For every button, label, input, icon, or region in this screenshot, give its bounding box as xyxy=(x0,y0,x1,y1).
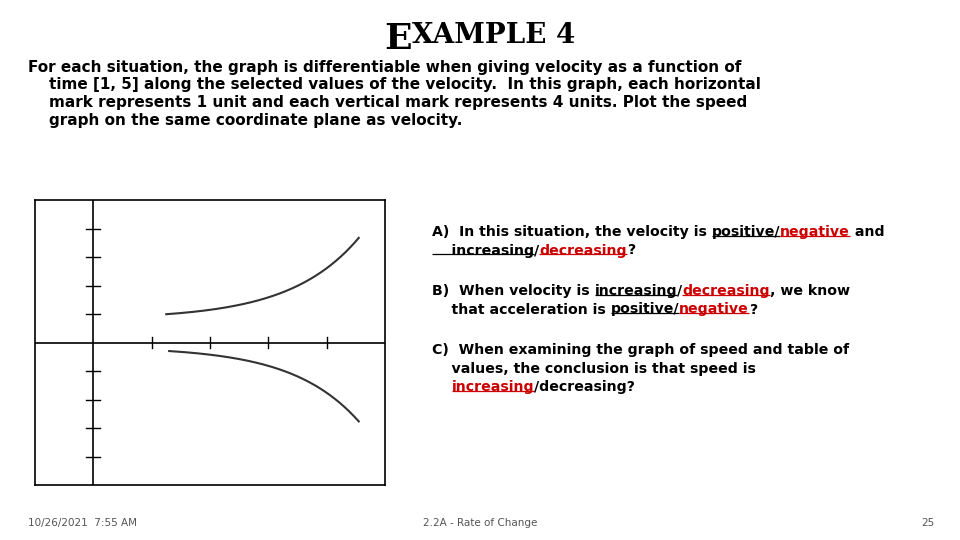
Text: increasing: increasing xyxy=(594,284,677,298)
Text: A)  In this situation, the velocity is: A) In this situation, the velocity is xyxy=(432,225,711,239)
Text: 10/26/2021  7:55 AM: 10/26/2021 7:55 AM xyxy=(28,518,137,528)
Text: B)  When velocity is: B) When velocity is xyxy=(432,284,594,298)
Text: negative: negative xyxy=(679,302,749,316)
Text: positive/: positive/ xyxy=(611,302,679,316)
Text: time [1, 5] along the selected values of the velocity.  In this graph, each hori: time [1, 5] along the selected values of… xyxy=(28,78,761,92)
Text: negative: negative xyxy=(780,225,850,239)
Text: /: / xyxy=(677,284,683,298)
Text: 25: 25 xyxy=(922,518,935,528)
Text: values, the conclusion is that speed is: values, the conclusion is that speed is xyxy=(432,361,756,375)
Text: positive/: positive/ xyxy=(711,225,780,239)
Text: mark represents 1 unit and each vertical mark represents 4 units. Plot the speed: mark represents 1 unit and each vertical… xyxy=(28,95,747,110)
Text: , we know: , we know xyxy=(770,284,850,298)
Text: For each situation, the graph is differentiable when giving velocity as a functi: For each situation, the graph is differe… xyxy=(28,60,741,75)
Text: graph on the same coordinate plane as velocity.: graph on the same coordinate plane as ve… xyxy=(28,112,463,127)
Text: ?: ? xyxy=(627,244,635,258)
Text: increasing: increasing xyxy=(432,244,534,258)
Text: /decreasing?: /decreasing? xyxy=(534,380,635,394)
Text: decreasing: decreasing xyxy=(540,244,627,258)
Text: 2.2A - Rate of Change: 2.2A - Rate of Change xyxy=(422,518,538,528)
Text: increasing: increasing xyxy=(451,380,534,394)
Text: /: / xyxy=(534,244,540,258)
Text: E: E xyxy=(385,22,412,56)
Text: C)  When examining the graph of speed and table of: C) When examining the graph of speed and… xyxy=(432,343,850,357)
Text: and: and xyxy=(850,225,884,239)
Text: XAMPLE 4: XAMPLE 4 xyxy=(412,22,575,49)
Text: ?: ? xyxy=(749,302,757,316)
Text: that acceleration is: that acceleration is xyxy=(432,302,611,316)
Text: decreasing: decreasing xyxy=(683,284,770,298)
